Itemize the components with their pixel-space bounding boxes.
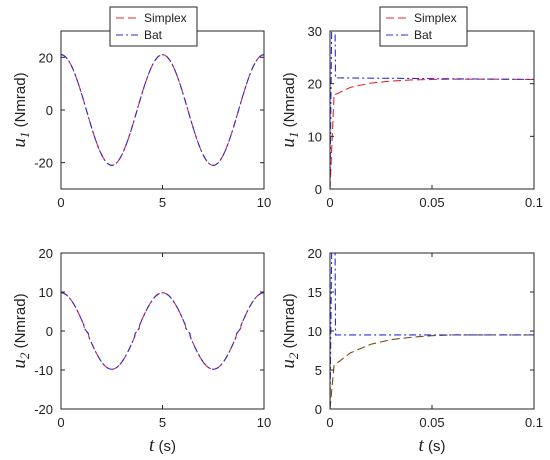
x-axis-unit: (s)	[424, 438, 446, 455]
series-line-simplex	[61, 292, 264, 370]
axes-frame	[60, 252, 265, 410]
y-tick-label: 10	[308, 324, 322, 339]
y-axis-unit: (Nmrad)	[12, 293, 29, 352]
y-axis-symbol: u	[278, 359, 299, 369]
legend-label-simplex: Simplex	[414, 11, 457, 25]
y-axis-subscript: 1	[17, 132, 32, 139]
x-axis-symbol: t	[149, 435, 155, 456]
y-axis-symbol: u	[9, 138, 30, 148]
y-axis-label: u2 (Nmrad)	[278, 293, 301, 368]
series-line-bat	[61, 54, 264, 166]
legend-box	[109, 6, 198, 47]
legend-label-simplex: Simplex	[144, 11, 187, 25]
x-tick-label: 0.1	[525, 195, 543, 210]
axes-frame	[329, 252, 535, 410]
x-tick-label: 10	[257, 415, 271, 430]
x-axis-symbol: t	[419, 435, 425, 456]
chart-panel-bottom-left: 0 5 10 -20 -10 0 10 20 u2 (Nmrad) t (s)	[9, 246, 271, 456]
series-line-bat	[330, 253, 534, 409]
x-tick-label: 5	[159, 415, 166, 430]
chart-panel-bottom-right: 0 0.05 0.1 0 5 10 15 20 u2 (Nmrad) t (s)	[278, 246, 543, 456]
x-axis-label: t (s)	[419, 435, 446, 456]
x-tick-label: 0	[326, 415, 333, 430]
y-tick-label: 20	[308, 77, 322, 92]
x-tick-label: 10	[257, 195, 271, 210]
series-line-simplex	[330, 334, 534, 409]
y-tick-label: 5	[315, 363, 322, 378]
series-line-bat	[61, 292, 264, 370]
y-axis-unit: (Nmrad)	[12, 72, 29, 131]
y-tick-label: 30	[308, 24, 322, 39]
y-tick-label: 0	[46, 324, 53, 339]
y-tick-label: 20	[308, 246, 322, 261]
y-axis-label: u1 (Nmrad)	[278, 72, 301, 147]
x-tick-label: 5	[159, 195, 166, 210]
x-tick-label: 0.1	[525, 415, 543, 430]
y-tick-label: 20	[39, 246, 53, 261]
y-axis-subscript: 2	[286, 352, 301, 359]
y-axis-unit: (Nmrad)	[281, 293, 298, 352]
y-tick-label: 0	[315, 402, 322, 417]
y-tick-label: 10	[39, 285, 53, 300]
series-line-bat	[330, 31, 534, 189]
y-tick-label: -20	[34, 402, 53, 417]
x-axis-unit: (s)	[154, 438, 176, 455]
y-tick-label: -10	[34, 363, 53, 378]
series-line-simplex	[61, 54, 264, 166]
x-tick-label: 0	[326, 195, 333, 210]
y-tick-label: 0	[46, 103, 53, 118]
legend-label-bat: Bat	[144, 28, 163, 42]
legend: Simplex Bat	[109, 6, 198, 47]
x-tick-label: 0	[57, 415, 64, 430]
y-tick-label: 10	[308, 129, 322, 144]
legend-box	[379, 6, 468, 47]
x-axis-label: t (s)	[149, 435, 176, 456]
y-tick-label: 15	[308, 285, 322, 300]
y-axis-unit: (Nmrad)	[281, 72, 298, 131]
y-axis-symbol: u	[9, 359, 30, 369]
legend-label-bat: Bat	[414, 28, 433, 42]
y-axis-label: u1 (Nmrad)	[9, 72, 32, 147]
chart-panel-top-left: 0 5 10 -20 0 20 u1 (Nmrad)	[9, 30, 271, 210]
y-tick-label: -20	[34, 156, 53, 171]
y-tick-label: 20	[39, 50, 53, 65]
legend: Simplex Bat	[379, 6, 468, 47]
y-tick-label: 0	[315, 182, 322, 197]
y-axis-subscript: 1	[286, 132, 301, 139]
y-axis-symbol: u	[278, 138, 299, 148]
y-axis-subscript: 2	[17, 352, 32, 359]
chart-panel-top-right: 0 0.05 0.1 0 10 20 30 u1 (Nmrad)	[278, 24, 543, 210]
series-line-simplex	[330, 78, 534, 189]
x-tick-label: 0.05	[419, 195, 444, 210]
y-axis-label: u2 (Nmrad)	[9, 293, 32, 368]
x-tick-label: 0.05	[419, 415, 444, 430]
axes-frame	[329, 30, 535, 190]
x-tick-label: 0	[57, 195, 64, 210]
